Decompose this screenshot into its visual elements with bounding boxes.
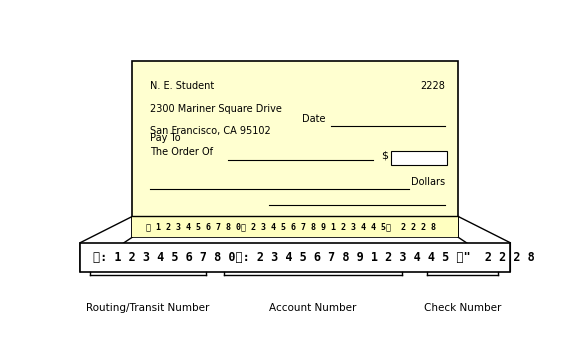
Text: Check Number: Check Number [424, 303, 501, 313]
Polygon shape [458, 216, 510, 272]
Text: San Francisco, CA 95102: San Francisco, CA 95102 [150, 126, 271, 136]
Text: ⑉ 1 2 3 4 5 6 7 8 0⑉ 2 3 4 5 6 7 8 9 1 2 3 4 4 5⑇  2 2 2 8: ⑉ 1 2 3 4 5 6 7 8 0⑉ 2 3 4 5 6 7 8 9 1 2… [146, 222, 435, 231]
Text: Pay To: Pay To [150, 133, 181, 143]
Text: Dollars: Dollars [411, 176, 446, 186]
Text: $: $ [381, 150, 388, 161]
Polygon shape [80, 216, 132, 272]
Bar [132, 61, 458, 237]
Text: 2300 Mariner Square Drive: 2300 Mariner Square Drive [150, 104, 282, 114]
Bar [80, 243, 510, 272]
Bar [391, 151, 447, 165]
Text: 2228: 2228 [420, 81, 445, 91]
Text: Date: Date [302, 114, 325, 123]
Text: The Order Of: The Order Of [150, 147, 213, 157]
Text: N. E. Student: N. E. Student [150, 81, 214, 91]
Text: Account Number: Account Number [270, 303, 357, 313]
Text: Routing/Transit Number: Routing/Transit Number [86, 303, 210, 313]
Text: ⑉: 1 2 3 4 5 6 7 8 0⑉: 2 3 4 5 6 7 8 9 1 2 3 4 4 5 ⑇"  2 2 2 8: ⑉: 1 2 3 4 5 6 7 8 0⑉: 2 3 4 5 6 7 8 9 1… [93, 251, 535, 264]
Bar [132, 216, 458, 237]
